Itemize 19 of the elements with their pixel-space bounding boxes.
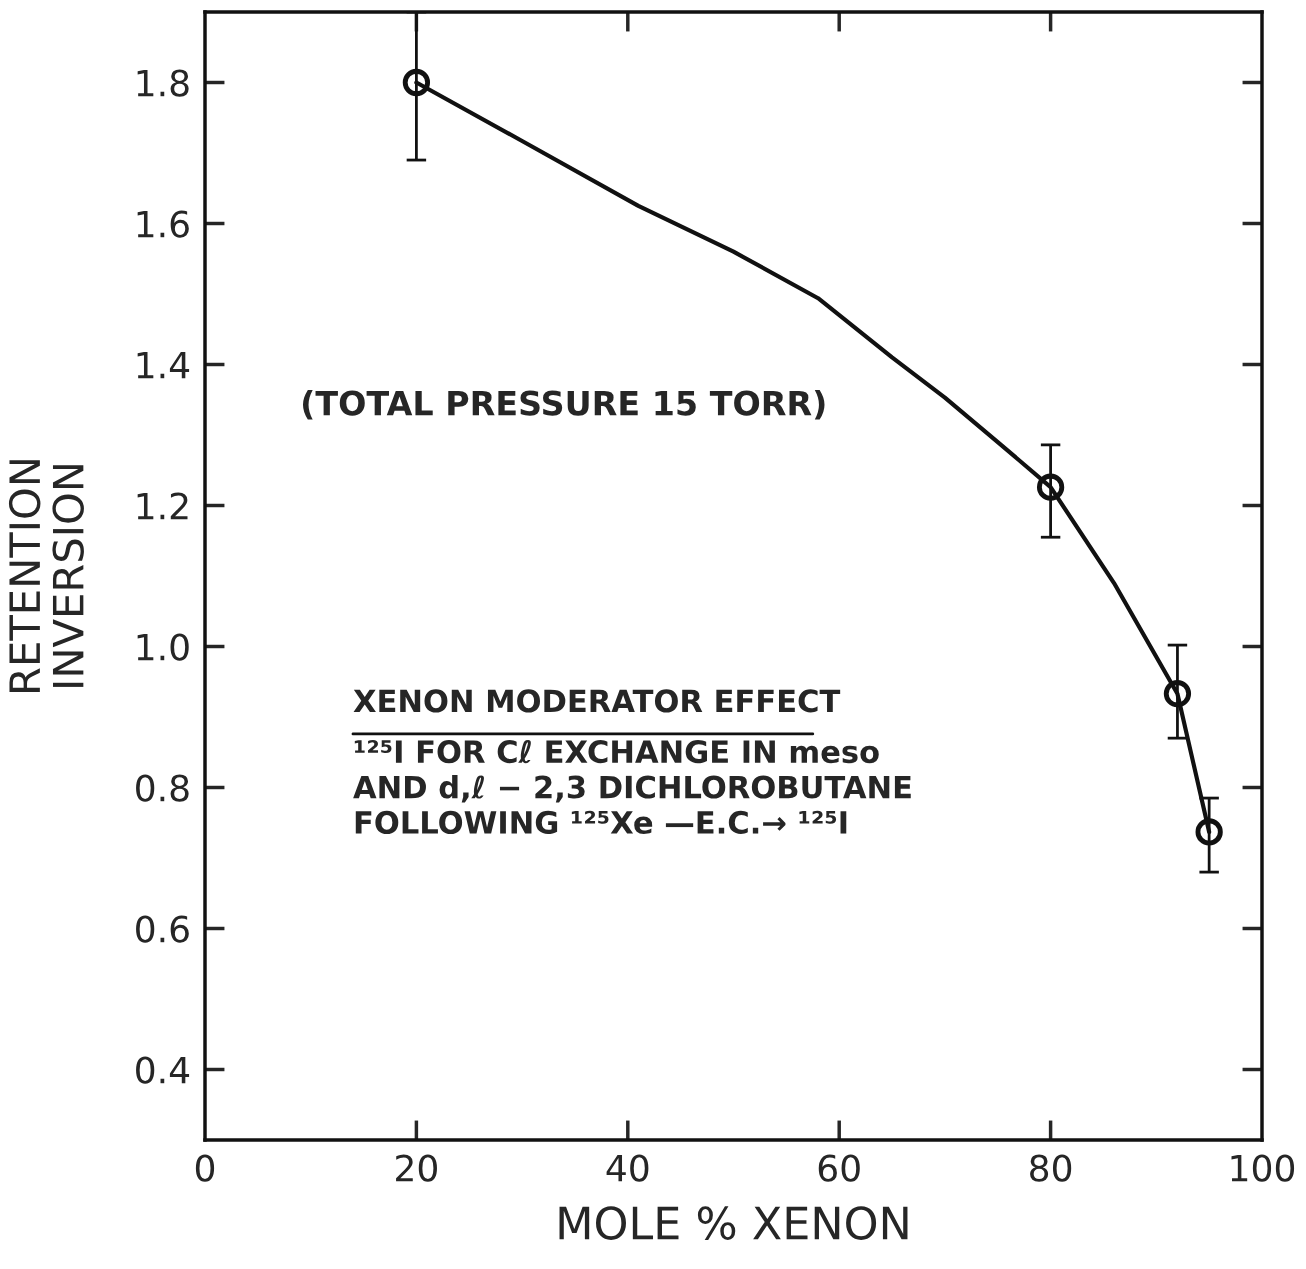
y-axis-title: RETENTION INVERSION <box>8 460 84 692</box>
y-tick-label: 0.4 <box>136 1056 190 1084</box>
y-tick-label: 1.6 <box>137 210 189 238</box>
annotation: XENON MODERATOR EFFECT <box>353 689 841 713</box>
annotation: ¹²⁵I FOR Cℓ EXCHANGE IN meso AND d,ℓ − 2,3 DICHLOROBUTANE FOLLOWING ¹²⁵Xe —E.C.→ ¹²⁵I <box>353 740 911 834</box>
y-tick-label: 0.6 <box>136 915 189 943</box>
x-axis-title: MOLE % XENON <box>559 1206 908 1240</box>
x-tick-label: 20 <box>396 1154 437 1182</box>
x-tick-label: 60 <box>818 1154 860 1182</box>
x-tick-label: 100 <box>1231 1154 1295 1182</box>
y-tick-label: 1.8 <box>137 69 189 97</box>
y-tick-label: 1.4 <box>137 351 190 379</box>
y-tick-label: 1.2 <box>137 492 188 520</box>
annotation: (TOTAL PRESSURE 15 TORR) <box>302 389 825 420</box>
y-tick-label: 0.8 <box>136 774 189 802</box>
x-tick-label: 80 <box>1030 1154 1072 1182</box>
x-tick-label: 0 <box>195 1154 215 1182</box>
y-tick-label: 1.0 <box>137 633 189 661</box>
x-tick-label: 40 <box>606 1154 649 1182</box>
